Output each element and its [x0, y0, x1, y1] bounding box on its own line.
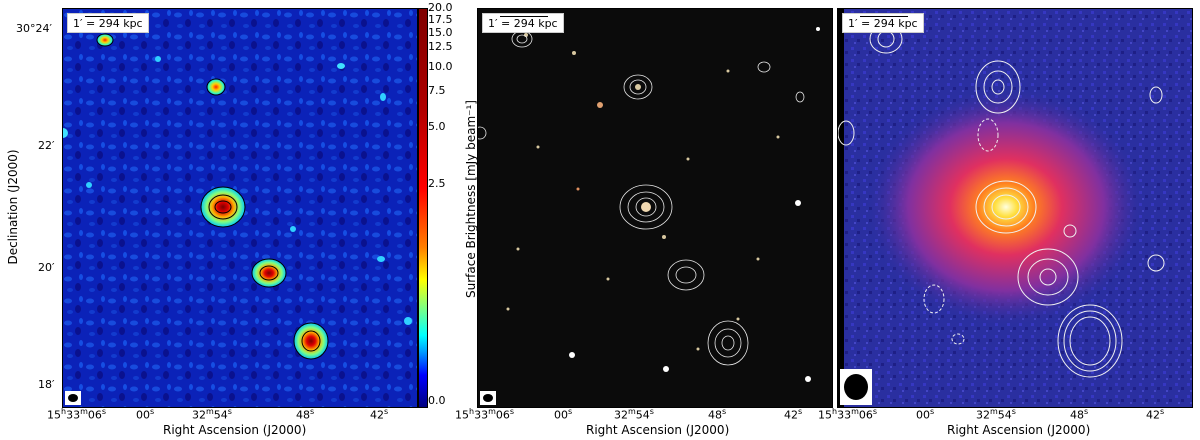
- y-tick: 30°24′: [16, 22, 52, 35]
- x-tick: 32m54s: [192, 407, 232, 422]
- x-tick: 15h33m06s: [818, 407, 878, 422]
- x-tick: 15h33m06s: [455, 407, 515, 422]
- optical-panel: 1′ = 294 kpc: [477, 8, 833, 408]
- x-tick: 00s: [136, 407, 155, 422]
- x-tick: 48s: [1070, 407, 1089, 422]
- x-axis-title: Right Ascension (J2000): [947, 423, 1091, 437]
- xray-panel: 1′ = 294 kpc: [837, 8, 1193, 408]
- colorbar-tick: 5.0: [428, 120, 446, 133]
- optical-image: [478, 9, 832, 407]
- scale-bar-label: 1′ = 294 kpc: [67, 13, 149, 33]
- scale-bar: [500, 16, 548, 17]
- x-tick: 42s: [784, 407, 803, 422]
- xray-image: [838, 9, 1192, 407]
- x-axis-title: Right Ascension (J2000): [163, 423, 307, 437]
- scale-bar: [85, 16, 133, 17]
- x-tick: 00s: [554, 407, 573, 422]
- colorbar-tick: 2.5: [428, 177, 446, 190]
- y-tick: 18′: [38, 378, 55, 391]
- radio-map-panel: 1′ = 294 kpc: [62, 8, 418, 408]
- colorbar-tick: 12.5: [428, 40, 453, 53]
- colorbar-tick: 20.0: [428, 1, 453, 14]
- colorbar-title: Surface Brightness [mJy beam⁻¹]: [464, 100, 478, 298]
- y-tick: 22′: [38, 139, 55, 152]
- y-axis-title: Declination (J2000): [6, 149, 20, 265]
- colorbar-tick: 0.0: [428, 394, 446, 407]
- scale-bar-label: 1′ = 294 kpc: [482, 13, 564, 33]
- colorbar-tick: 17.5: [428, 13, 453, 26]
- x-tick: 42s: [1146, 407, 1165, 422]
- x-axis-title: Right Ascension (J2000): [586, 423, 730, 437]
- colorbar-tick: 7.5: [428, 84, 446, 97]
- y-tick: 20′: [38, 261, 55, 274]
- radio-map-image: [63, 9, 417, 407]
- x-tick: 48s: [296, 407, 315, 422]
- x-tick: 15h33m06s: [47, 407, 107, 422]
- x-tick: 42s: [370, 407, 389, 422]
- scale-bar: [860, 16, 908, 17]
- x-tick: 48s: [708, 407, 727, 422]
- x-tick: 32m54s: [614, 407, 654, 422]
- x-tick: 00s: [916, 407, 935, 422]
- colorbar-tick: 15.0: [428, 26, 453, 39]
- colorbar: [418, 8, 428, 408]
- scale-bar-label: 1′ = 294 kpc: [842, 13, 924, 33]
- x-tick: 32m54s: [976, 407, 1016, 422]
- colorbar-tick: 10.0: [428, 60, 453, 73]
